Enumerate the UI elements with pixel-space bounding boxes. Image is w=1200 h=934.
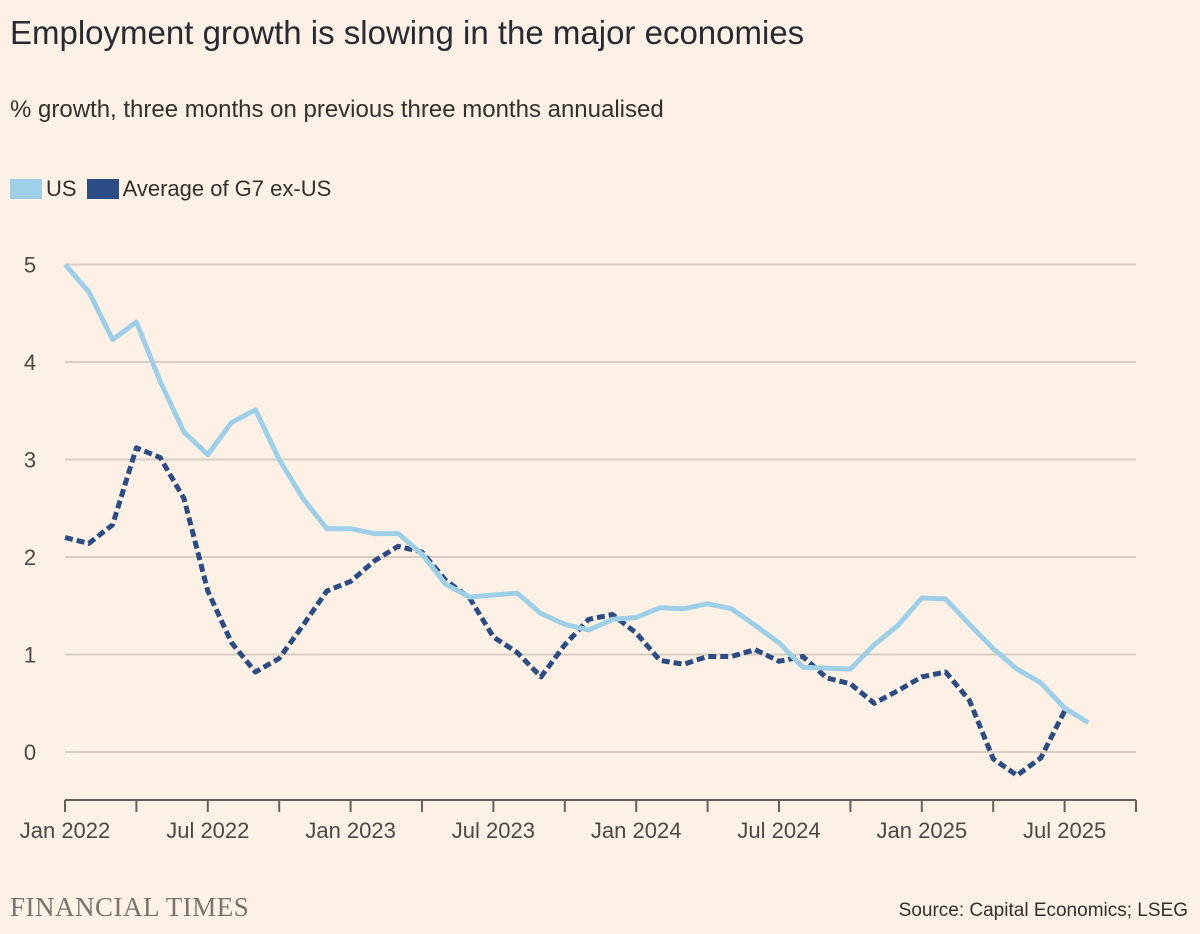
legend-item-g7: Average of G7 ex-US — [86, 176, 332, 202]
y-tick-label-0: 0 — [24, 740, 36, 765]
y-tick-label-5: 5 — [24, 253, 36, 278]
legend-swatch-g7 — [86, 179, 119, 199]
y-tick-label-1: 1 — [24, 643, 36, 668]
y-tick-label-4: 4 — [24, 350, 36, 375]
y-tick-label-2: 2 — [24, 545, 36, 570]
x-tick-label-2022-07: Jul 2022 — [166, 818, 249, 843]
ft-logo: FINANCIAL TIMES — [10, 892, 250, 922]
x-tick-label-2022-01: Jan 2022 — [20, 818, 111, 843]
legend-label-g7: Average of G7 ex-US — [122, 176, 332, 201]
series-line-g7-ex-us — [64, 445, 1067, 778]
x-tick-label-2023-01: Jan 2023 — [305, 818, 396, 843]
chart-subtitle: % growth, three months on previous three… — [10, 96, 664, 123]
source-note: Source: Capital Economics; LSEG — [898, 900, 1188, 921]
legend-label-us: US — [46, 176, 77, 201]
legend-swatch-us — [10, 179, 42, 199]
x-tick-label-2025-07: Jul 2025 — [1023, 818, 1106, 843]
x-tick-label-2024-07: Jul 2024 — [737, 818, 820, 843]
x-tick-label-2024-01: Jan 2024 — [591, 818, 682, 843]
x-tick-label-2023-07: Jul 2023 — [452, 818, 535, 843]
x-tick-label-2025-01: Jan 2025 — [877, 818, 968, 843]
legend-item-us: US — [10, 176, 77, 202]
chart-title: Employment growth is slowing in the majo… — [10, 14, 805, 51]
legend: US Average of G7 ex-US — [10, 176, 341, 202]
y-tick-label-3: 3 — [24, 448, 36, 473]
series-line-us — [63, 262, 1090, 725]
